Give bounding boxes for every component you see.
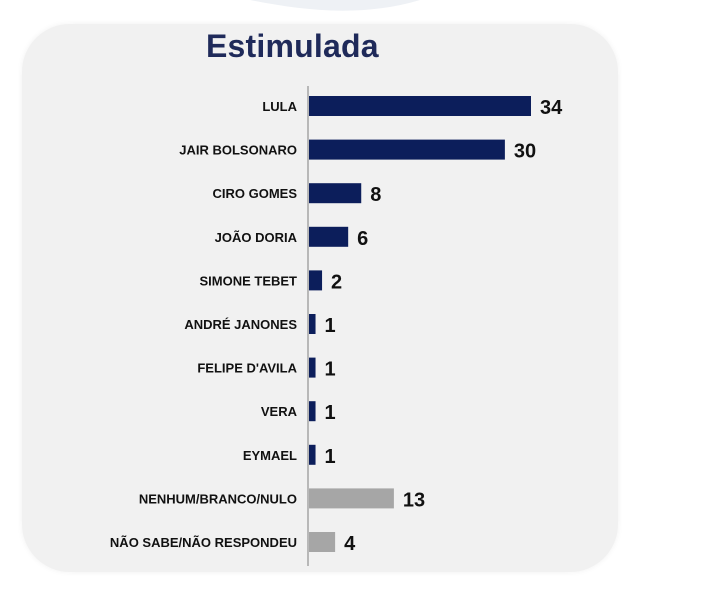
value-label: 34 bbox=[540, 97, 563, 119]
bar bbox=[309, 357, 316, 378]
bar bbox=[309, 444, 316, 465]
category-label: JOÃO DORIA bbox=[215, 230, 298, 245]
category-label: JAIR BOLSONARO bbox=[179, 143, 297, 158]
bar bbox=[309, 139, 505, 160]
value-label: 2 bbox=[331, 271, 342, 293]
value-label: 1 bbox=[325, 402, 336, 424]
bar bbox=[309, 270, 323, 291]
value-label: 8 bbox=[370, 184, 381, 206]
category-label: LULA bbox=[262, 99, 297, 114]
bar bbox=[309, 96, 531, 116]
value-label: 1 bbox=[325, 315, 336, 337]
category-label: FELIPE D'AVILA bbox=[197, 361, 297, 376]
bar bbox=[309, 226, 349, 247]
value-label: 1 bbox=[325, 446, 336, 468]
value-label: 30 bbox=[514, 141, 536, 163]
category-label: EYMAEL bbox=[243, 448, 297, 463]
category-label: NÃO SABE/NÃO RESPONDEU bbox=[110, 535, 297, 550]
category-label: CIRO GOMES bbox=[212, 186, 297, 201]
category-label: VERA bbox=[261, 404, 298, 419]
bar bbox=[309, 183, 362, 204]
category-label: NENHUM/BRANCO/NULO bbox=[139, 491, 297, 506]
chart-title: Estimulada bbox=[206, 28, 379, 64]
value-label: 4 bbox=[344, 533, 356, 555]
category-label: ANDRÉ JANONES bbox=[184, 317, 297, 332]
bar bbox=[309, 532, 336, 552]
bars-group: LULA 34 JAIR BOLSONARO 30 CIRO GOMES 8 JOÃO DO… bbox=[110, 96, 563, 555]
bar bbox=[309, 488, 394, 509]
value-label: 1 bbox=[325, 359, 336, 381]
bar bbox=[309, 314, 316, 334]
value-label: 6 bbox=[357, 228, 368, 250]
value-label: 13 bbox=[403, 489, 425, 511]
bar bbox=[309, 401, 316, 422]
category-label: SIMONE TEBET bbox=[199, 273, 297, 288]
